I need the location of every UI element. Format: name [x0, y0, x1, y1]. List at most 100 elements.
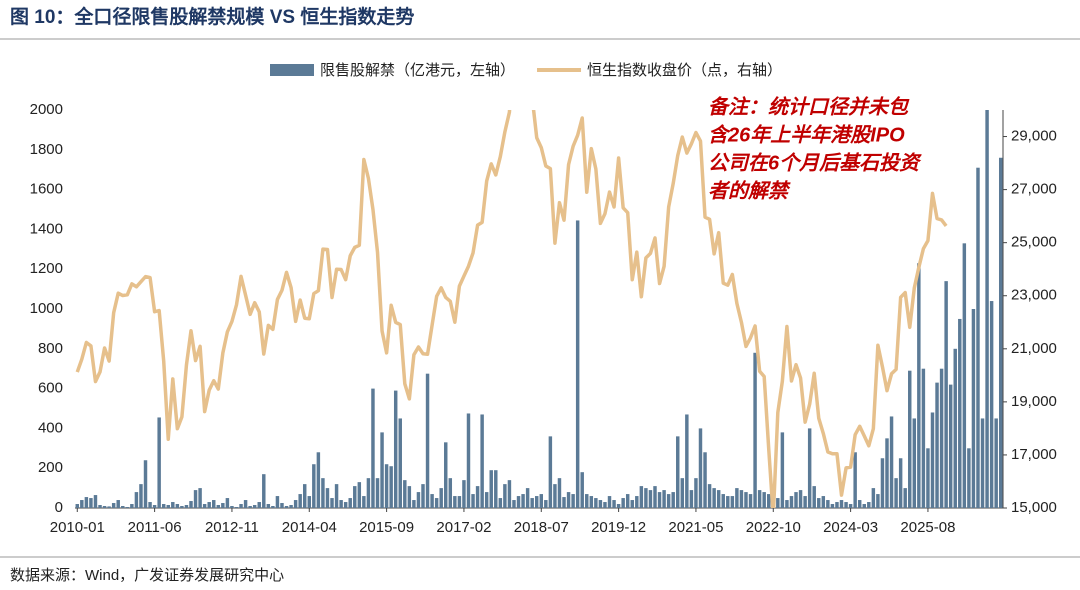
- x-tick-label: 2019-12: [591, 519, 646, 536]
- bar: [84, 497, 89, 508]
- bar: [980, 418, 985, 508]
- bar: [134, 492, 139, 508]
- bar: [989, 301, 994, 508]
- bar: [175, 504, 180, 508]
- bar: [694, 478, 698, 508]
- bar: [525, 488, 530, 508]
- bar: [835, 502, 839, 508]
- x-tick-label: 2010-01: [50, 519, 105, 536]
- y2-tick-label: 15,000: [1011, 499, 1057, 516]
- bar: [184, 505, 189, 508]
- bar: [139, 484, 143, 508]
- bar: [889, 416, 894, 508]
- bar: [494, 470, 498, 508]
- annotation-line: 者的解禁: [708, 179, 791, 202]
- bar: [789, 496, 794, 508]
- bar: [416, 492, 421, 508]
- bar: [375, 478, 380, 508]
- bar: [848, 504, 853, 508]
- bar: [362, 496, 366, 508]
- y-tick-label: 0: [55, 499, 63, 516]
- x-tick-label: 2021-05: [668, 519, 723, 536]
- bar: [380, 432, 384, 508]
- legend-label: 限售股解禁（亿港元，左轴）: [320, 62, 515, 79]
- bar: [293, 500, 298, 508]
- bar: [703, 452, 707, 508]
- bar: [512, 500, 516, 508]
- bar: [867, 502, 871, 508]
- bar: [985, 110, 989, 508]
- bar: [98, 505, 102, 508]
- bar: [748, 494, 753, 508]
- bar: [944, 281, 948, 508]
- bar: [466, 413, 471, 508]
- chart-title: 图 10：全口径限售股解禁规模 VS 恒生指数走势: [10, 5, 414, 28]
- legend-swatch: [270, 64, 314, 76]
- bar: [503, 484, 507, 508]
- y2-tick-label: 21,000: [1011, 340, 1057, 357]
- bar: [262, 474, 266, 508]
- bar: [917, 263, 921, 508]
- bar: [735, 488, 739, 508]
- bar: [230, 506, 234, 508]
- y-tick-label: 200: [38, 459, 63, 476]
- bar: [666, 494, 671, 508]
- bar: [116, 500, 120, 508]
- bar: [857, 500, 862, 508]
- x-tick-label: 2024-03: [823, 519, 878, 536]
- annotation-line: 备注：统计口径并未包: [708, 95, 910, 118]
- y-tick-label: 2000: [30, 101, 63, 118]
- bar: [307, 496, 312, 508]
- bar: [648, 490, 653, 508]
- bar: [880, 458, 885, 508]
- bar: [498, 498, 503, 508]
- y-tick-label: 800: [38, 340, 63, 357]
- bar: [389, 466, 393, 508]
- bar: [557, 478, 562, 508]
- bar: [266, 504, 271, 508]
- bar: [421, 484, 425, 508]
- bar: [630, 500, 634, 508]
- bar: [575, 220, 580, 508]
- bar: [562, 497, 566, 508]
- bar: [339, 500, 343, 508]
- bar: [393, 390, 398, 508]
- bar: [480, 414, 484, 508]
- bar: [275, 496, 280, 508]
- bar: [798, 490, 803, 508]
- bar: [171, 502, 175, 508]
- bar: [871, 488, 876, 508]
- bar: [698, 428, 703, 508]
- bar: [716, 490, 721, 508]
- bar: [812, 486, 816, 508]
- bar: [807, 428, 812, 508]
- bar: [844, 502, 848, 508]
- bar: [316, 452, 321, 508]
- bar: [762, 492, 766, 508]
- bar: [639, 486, 644, 508]
- bar: [926, 448, 930, 508]
- bar: [202, 504, 207, 508]
- y-tick-label: 1200: [30, 260, 63, 277]
- bar: [353, 486, 357, 508]
- bar: [457, 496, 462, 508]
- bar: [280, 503, 284, 508]
- bar: [862, 504, 866, 508]
- y-tick-label: 600: [38, 380, 63, 397]
- bar: [489, 470, 493, 508]
- bar: [239, 504, 243, 508]
- x-tick-label: 2017-02: [436, 519, 491, 536]
- bar: [462, 480, 466, 508]
- bar: [143, 460, 148, 508]
- legend-label: 恒生指数收盘价（点，右轴）: [587, 61, 782, 79]
- y2-tick-label: 25,000: [1011, 234, 1057, 251]
- bar: [757, 490, 762, 508]
- x-tick-label: 2025-08: [900, 519, 955, 536]
- bar: [157, 417, 161, 508]
- bar: [248, 506, 252, 508]
- bar: [625, 494, 630, 508]
- bar: [271, 506, 275, 508]
- bar: [644, 488, 648, 508]
- bar: [284, 506, 289, 508]
